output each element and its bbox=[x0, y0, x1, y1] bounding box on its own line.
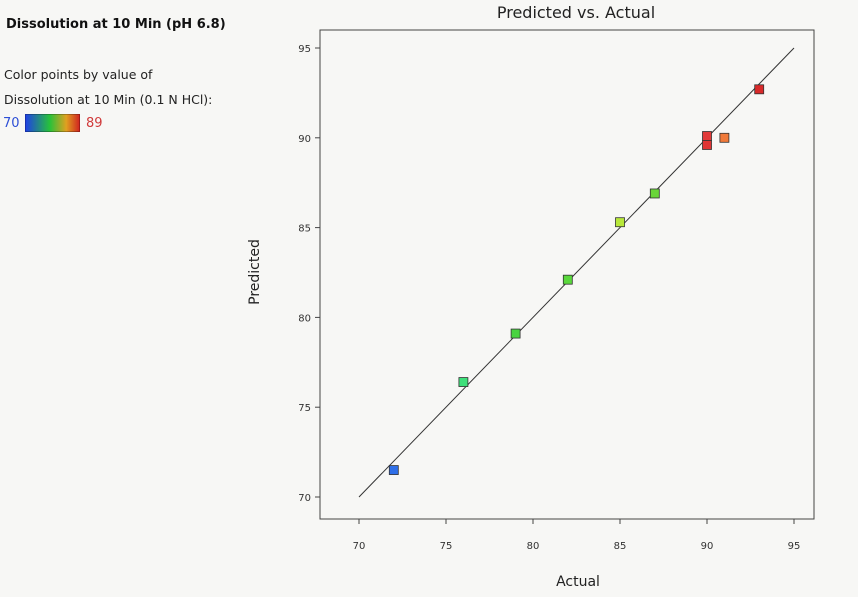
data-point bbox=[562, 274, 573, 285]
y-axis-label: Predicted bbox=[247, 239, 263, 305]
color-scale-bar bbox=[25, 114, 80, 132]
data-point bbox=[754, 84, 765, 95]
color-by-response: Dissolution at 10 Min (0.1 N HCl): bbox=[4, 92, 213, 107]
data-point bbox=[702, 140, 712, 150]
plot-frame bbox=[319, 29, 815, 520]
x-tick-label: 95 bbox=[788, 541, 801, 552]
x-tick-label: 90 bbox=[701, 541, 714, 552]
x-tick-label: 75 bbox=[440, 541, 453, 552]
x-tick-label: 70 bbox=[353, 541, 366, 552]
data-point bbox=[388, 465, 399, 475]
chart-title: Predicted vs. Actual bbox=[497, 3, 655, 22]
data-point bbox=[458, 377, 469, 387]
data-point bbox=[702, 131, 712, 141]
x-tick-label: 80 bbox=[527, 541, 540, 552]
response-title: Dissolution at 10 Min (pH 6.8) bbox=[6, 17, 226, 32]
x-tick-label: 85 bbox=[614, 541, 627, 552]
data-point bbox=[649, 188, 660, 199]
data-point bbox=[615, 217, 625, 228]
color-by-label: Color points by value of bbox=[4, 67, 153, 82]
y-tick-label: 95 bbox=[298, 44, 311, 55]
y-tick-label: 70 bbox=[298, 493, 311, 504]
color-scale-max: 89 bbox=[86, 116, 103, 131]
data-point bbox=[719, 132, 730, 143]
x-axis-label: Actual bbox=[556, 574, 600, 590]
color-scale-min: 70 bbox=[3, 116, 20, 131]
y-tick-label: 75 bbox=[298, 403, 311, 414]
y-tick-label: 80 bbox=[298, 313, 311, 324]
reference-line bbox=[358, 47, 795, 498]
data-point bbox=[510, 328, 521, 339]
y-tick-label: 85 bbox=[298, 224, 311, 235]
y-tick-label: 90 bbox=[298, 134, 311, 145]
